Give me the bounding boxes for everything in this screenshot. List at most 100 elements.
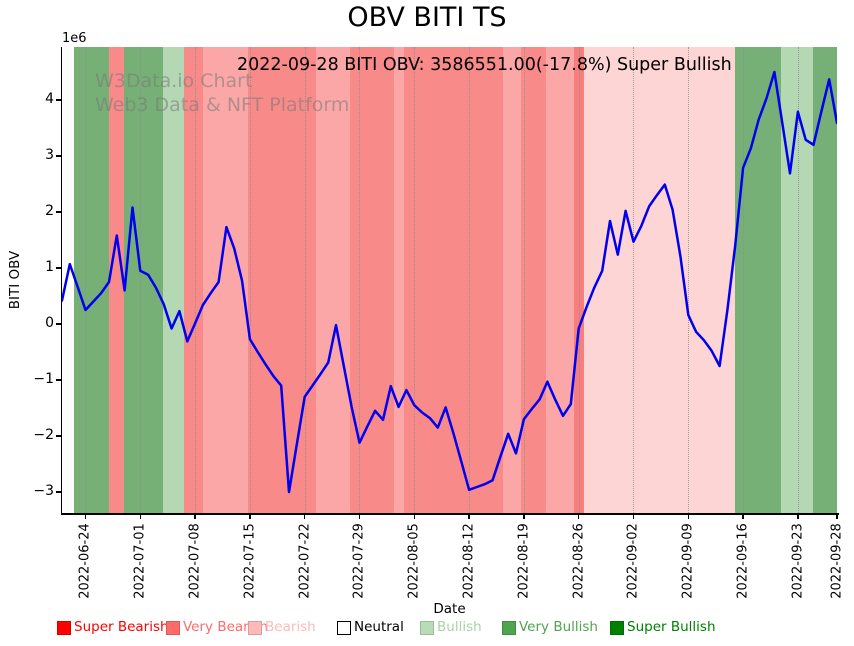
sentiment-legend: Super Bearish Very Bearish Bearish Neutral B… xyxy=(0,619,854,639)
x-tick-label: 2022-07-01 xyxy=(132,523,148,599)
band-super-bearish xyxy=(109,47,125,513)
watermark-line1: W3Data.io Chart xyxy=(95,70,253,92)
band-very-bearish xyxy=(203,47,248,513)
x-tick-mark xyxy=(358,514,361,519)
legend-swatch xyxy=(57,621,71,635)
gridline xyxy=(469,47,471,513)
x-tick-mark xyxy=(139,514,141,519)
legend-swatch xyxy=(248,621,262,635)
y-tick-mark xyxy=(56,435,61,437)
y-tick-mark xyxy=(56,155,61,157)
legend-swatch xyxy=(502,621,516,635)
x-tick-label: 2022-09-09 xyxy=(680,523,696,599)
y-tick-mark xyxy=(56,99,61,101)
x-tick-mark xyxy=(577,514,580,519)
band-very-bearish xyxy=(394,47,405,513)
x-tick-mark xyxy=(632,514,635,519)
chart-title: OBV BITI TS xyxy=(347,2,507,33)
x-axis-spine xyxy=(60,513,839,515)
legend-swatch xyxy=(337,621,351,635)
gridline xyxy=(743,47,745,513)
x-tick-label: 2022-06-24 xyxy=(77,523,93,599)
plot-area: W3Data.io Chart Web3 Data & NFT Platform… xyxy=(62,47,837,513)
legend-label: Bearish xyxy=(265,619,316,635)
obv-line-series xyxy=(62,70,837,494)
band-super-bearish xyxy=(520,47,546,513)
gridline xyxy=(414,47,416,513)
gridline xyxy=(85,47,87,513)
y-tick-label: 1 xyxy=(45,259,54,275)
legend-label: Very Bullish xyxy=(519,619,598,635)
y-tick-mark xyxy=(56,323,61,325)
x-tick-label: 2022-08-12 xyxy=(461,523,477,599)
y-tick-label: 0 xyxy=(45,315,54,331)
gridline xyxy=(140,47,142,513)
x-tick-label: 2022-09-02 xyxy=(625,523,641,599)
band-super-bearish xyxy=(184,47,204,513)
x-tick-mark xyxy=(523,514,525,519)
y-axis-spine xyxy=(60,47,62,514)
gridline xyxy=(195,47,197,513)
x-tick-label: 2022-07-22 xyxy=(297,523,313,599)
band-neutral xyxy=(62,47,74,513)
band-super-bullish xyxy=(73,47,110,513)
legend-label: Neutral xyxy=(354,619,404,635)
band-super-bearish xyxy=(247,47,316,513)
x-tick-mark xyxy=(797,514,799,519)
x-tick-mark xyxy=(194,514,196,519)
band-very-bearish xyxy=(502,47,521,513)
x-tick-label: 2022-07-15 xyxy=(242,523,258,599)
legend-swatch xyxy=(166,621,180,635)
x-axis-title: Date xyxy=(433,601,466,617)
y-tick-label: 2 xyxy=(45,203,54,219)
y-tick-label: −3 xyxy=(33,483,54,499)
gridline xyxy=(523,47,525,513)
gridline xyxy=(633,47,635,513)
x-tick-label: 2022-09-23 xyxy=(790,523,806,599)
y-tick-label: 3 xyxy=(45,147,54,163)
gridline xyxy=(304,47,306,513)
legend-swatch xyxy=(420,621,434,635)
x-tick-label: 2022-08-05 xyxy=(406,523,422,599)
chart-subtitle-annotation: 2022-09-28 BITI OBV: 3586551.00(-17.8%) … xyxy=(237,55,732,75)
x-tick-label: 2022-09-28 xyxy=(829,523,845,599)
band-very-bullish xyxy=(163,47,185,513)
y-tick-label: −1 xyxy=(33,371,54,387)
x-tick-label: 2022-09-16 xyxy=(735,523,751,599)
band-very-bearish xyxy=(315,47,350,513)
x-tick-mark xyxy=(84,514,87,519)
gridline xyxy=(578,47,580,513)
gridline xyxy=(249,47,251,513)
legend-label: Very Bearish xyxy=(183,619,269,635)
y-tick-mark xyxy=(56,491,61,493)
y-tick-label: −2 xyxy=(33,427,54,443)
y-tick-label: 4 xyxy=(45,91,54,107)
x-tick-label: 2022-08-26 xyxy=(571,523,587,599)
band-bearish xyxy=(583,47,736,513)
x-tick-label: 2022-07-29 xyxy=(351,523,367,599)
x-tick-mark xyxy=(413,514,415,519)
band-very-bearish xyxy=(545,47,574,513)
y-tick-mark xyxy=(56,267,61,269)
y-tick-mark xyxy=(56,211,61,213)
legend-swatch xyxy=(610,621,624,635)
y-axis-offset-label: 1e6 xyxy=(62,31,87,46)
watermark: W3Data.io Chart Web3 Data & NFT Platform xyxy=(95,69,349,117)
y-tick-mark xyxy=(56,379,61,381)
x-tick-mark xyxy=(687,514,689,519)
gridline xyxy=(359,47,361,513)
band-super-bullish xyxy=(812,47,837,513)
legend-label: Super Bearish xyxy=(74,619,169,635)
x-tick-label: 2022-08-19 xyxy=(516,523,532,599)
gridline xyxy=(688,47,690,513)
watermark-line2: Web3 Data & NFT Platform xyxy=(95,94,350,116)
gridline xyxy=(797,47,799,513)
x-tick-label: 2022-07-08 xyxy=(187,523,203,599)
x-tick-mark xyxy=(742,514,744,519)
x-tick-mark xyxy=(249,514,251,519)
legend-label: Super Bullish xyxy=(627,619,716,635)
x-tick-mark xyxy=(303,514,306,519)
legend-label: Bullish xyxy=(437,619,482,635)
x-tick-mark xyxy=(836,514,838,519)
